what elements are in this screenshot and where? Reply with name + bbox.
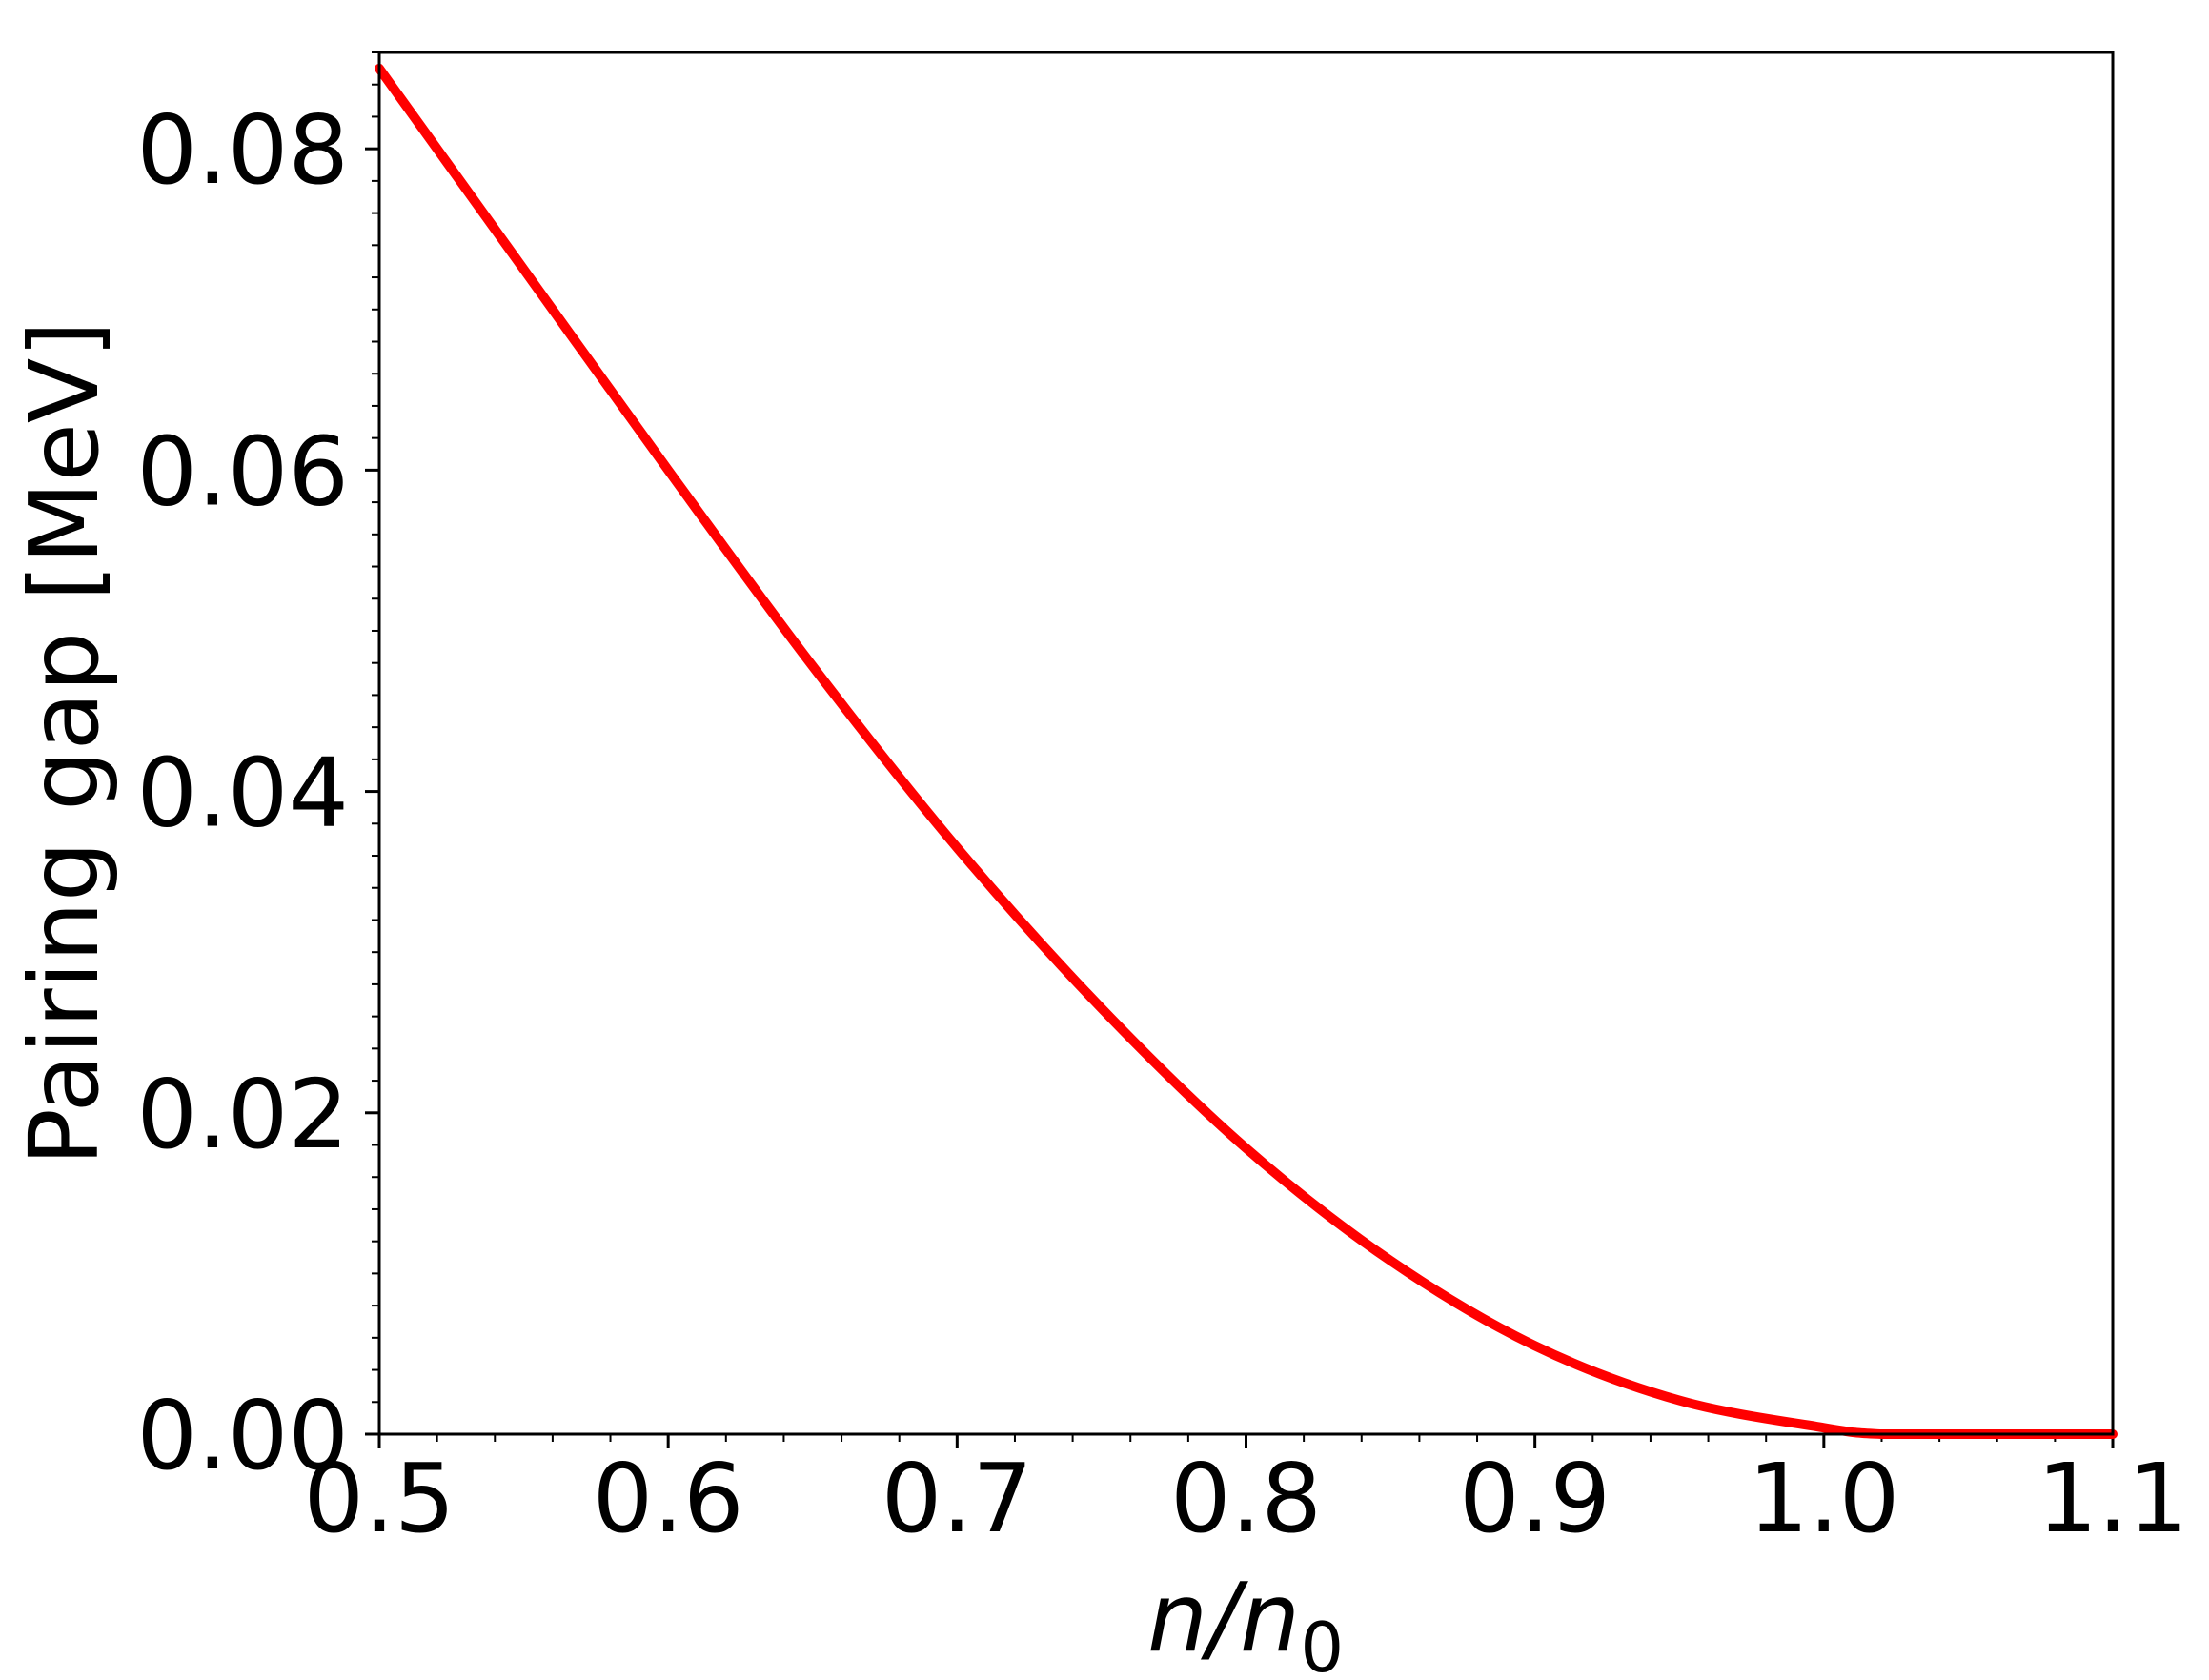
x-axis-label-main: n/n — [1147, 1562, 1300, 1673]
x-tick-label: 0.9 — [1459, 1443, 1611, 1554]
series-line-pairing-gap — [375, 63, 2118, 1440]
plot-frame — [377, 51, 2115, 1436]
y-tick-label: 0.02 — [136, 1059, 349, 1170]
x-tick-label: 0.8 — [1170, 1443, 1322, 1554]
y-axis-label: Pairing gap [MeV] — [9, 321, 120, 1166]
x-tick-label: 0.7 — [882, 1443, 1033, 1554]
x-axis-label-subscript: 0 — [1300, 1608, 1344, 1680]
x-axis-label: n/n0 — [1147, 1562, 1344, 1680]
x-tick-label: 1.1 — [2037, 1443, 2188, 1554]
y-tick-label: 0.06 — [136, 415, 349, 527]
y-tick-label: 0.08 — [136, 94, 349, 206]
tick-labels-group: 0.5 0.6 0.7 0.8 0.9 1.0 1.1 0.00 0.02 0.04 0.06 0.0… — [136, 94, 2188, 1554]
x-tick-label: 0.6 — [593, 1443, 744, 1554]
ticks-group — [365, 51, 2115, 1448]
y-tick-label: 0.04 — [136, 738, 349, 849]
x-tick-label: 1.0 — [1748, 1443, 1899, 1554]
x-tick-label: 0.5 — [303, 1443, 455, 1554]
y-tick-label: 0.00 — [136, 1380, 349, 1491]
